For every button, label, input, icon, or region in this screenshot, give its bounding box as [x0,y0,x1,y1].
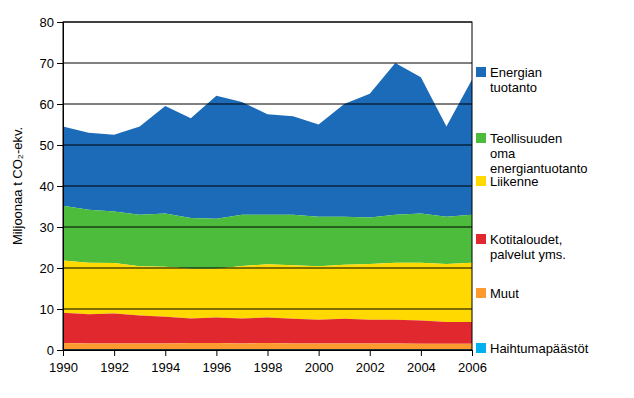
areas [63,63,472,350]
area [63,261,472,323]
y-tick-mark [57,186,63,187]
y-tick-label: 60 [40,97,54,112]
legend-swatch [476,133,486,143]
y-axis: 0 10 20 30 40 50 60 70 80 [40,15,64,358]
y-tick: 40 [40,179,63,194]
y-tick: 50 [40,138,63,153]
x-tick: 2002 [356,350,385,375]
y-tick: 0 [47,343,63,358]
y-tick-label: 50 [40,138,54,153]
y-tick-mark [57,309,63,310]
x-tick-mark [165,350,166,356]
y-tick-label: 10 [40,302,54,317]
grid-line [63,309,472,310]
y-tick-mark [57,268,63,269]
y-tick-mark [57,227,63,228]
x-tick-label: 1990 [49,360,78,375]
x-tick-mark [268,350,269,356]
grid-line [63,268,472,269]
legend-item: Haihtumapäästöt [476,341,589,356]
x-tick-label: 2006 [458,360,487,375]
x-tick-mark [216,350,217,356]
x-tick-mark [370,350,371,356]
x-tick-label: 2000 [305,360,334,375]
x-tick-label: 2004 [407,360,436,375]
y-tick-label: 30 [40,220,54,235]
x-tick-label: 1992 [100,360,129,375]
y-tick-mark [57,104,63,105]
area [63,206,472,269]
legend-label: Muut [490,286,519,301]
y-axis-line [63,23,64,351]
y-tick: 70 [40,56,63,71]
y-tick-mark [57,63,63,64]
x-tick: 1994 [151,350,180,375]
chart: 0 10 20 30 40 50 60 70 80 1990 1992 1994 1996 1998 200… [0,0,634,398]
y-tick-mark [57,350,63,351]
y-tick-label: 80 [40,15,54,30]
y-tick-mark [57,145,63,146]
legend-swatch [476,67,486,77]
legend-label: Energiantuotanto [490,65,542,95]
grid-line [63,63,472,64]
grid-line [63,186,472,187]
legend-swatch [476,288,486,298]
y-tick: 80 [40,15,63,30]
y-tick: 60 [40,97,63,112]
y-tick-label: 0 [47,343,54,358]
legend-label: Liikenne [490,174,538,189]
area [63,63,472,219]
y-tick-mark [57,22,63,23]
legend-swatch [476,234,486,244]
legend-swatch [476,343,486,353]
x-tick-label: 1996 [202,360,231,375]
x-tick-mark [472,350,473,356]
x-tick-label: 1994 [151,360,180,375]
area [63,313,472,344]
legend-swatch [476,176,486,186]
y-tick: 10 [40,302,63,317]
legend: Energiantuotanto Teollisuudenomaenergiant… [476,65,589,356]
grid-line [63,104,472,105]
frame [63,22,472,350]
y-tick-label: 20 [40,261,54,276]
x-tick: 2004 [407,350,436,375]
legend-item: Muut [476,286,519,301]
y-axis-title: Miljoonaa t CO₂-ekv. [10,127,25,245]
legend-label: Haihtumapäästöt [490,341,589,356]
x-tick: 1990 [49,350,78,375]
grid [63,22,472,350]
x-tick: 2000 [305,350,334,375]
x-tick-mark [319,350,320,356]
x-tick-label: 2002 [356,360,385,375]
x-tick: 2006 [458,350,487,375]
legend-item: Teollisuudenomaenergiantuotanto [476,131,588,176]
grid-line [63,145,472,146]
x-tick: 1992 [100,350,129,375]
legend-label: Kotitaloudet,palvelut yms. [490,232,566,262]
grid-line [63,227,472,228]
y-tick: 20 [40,261,63,276]
x-axis: 1990 1992 1994 1996 1998 2000 2002 2004 2006 [49,350,487,375]
area [63,343,472,350]
x-tick-mark [421,350,422,356]
x-tick-label: 1998 [254,360,283,375]
x-tick-mark [114,350,115,356]
y-tick-label: 70 [40,56,54,71]
legend-item: Liikenne [476,174,538,189]
y-tick: 30 [40,220,63,235]
legend-label: Teollisuudenomaenergiantuotanto [490,131,588,176]
x-tick: 1996 [202,350,231,375]
y-tick-label: 40 [40,179,54,194]
x-tick-mark [63,350,64,356]
legend-item: Energiantuotanto [476,65,542,95]
plot: 0 10 20 30 40 50 60 70 80 1990 1992 1994 1996 1998 200… [40,15,487,375]
legend-item: Kotitaloudet,palvelut yms. [476,232,566,262]
x-tick: 1998 [254,350,283,375]
